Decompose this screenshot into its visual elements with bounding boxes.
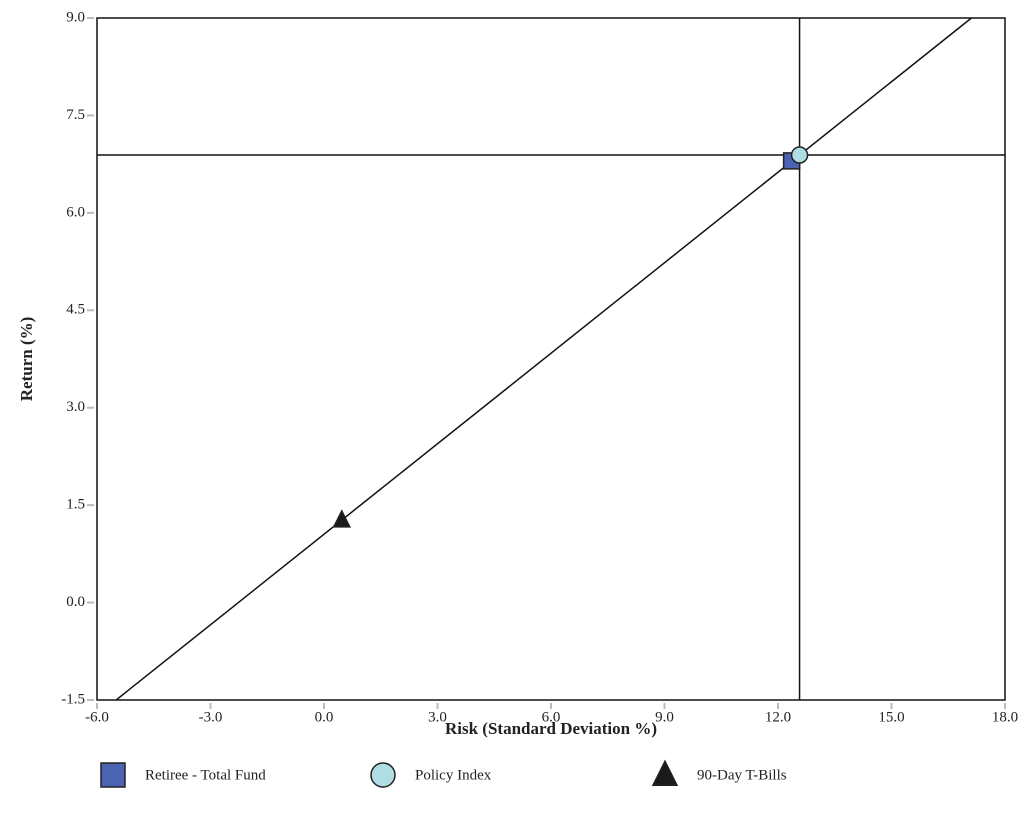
y-tick-label: -1.5 xyxy=(61,691,85,707)
x-tick-label: 15.0 xyxy=(878,709,904,725)
market-line xyxy=(115,17,972,701)
plot-frame xyxy=(96,17,1006,701)
x-tick-label: -3.0 xyxy=(199,709,223,725)
x-axis-title: Risk (Standard Deviation %) xyxy=(445,719,657,738)
legend-label: Policy Index xyxy=(415,767,492,783)
point xyxy=(790,146,809,164)
legend-marker xyxy=(100,762,126,788)
y-tick-label: 9.0 xyxy=(66,9,85,25)
y-tick-label: 3.0 xyxy=(66,399,85,415)
x-tick-label: 0.0 xyxy=(315,709,334,725)
x-tick-label: -6.0 xyxy=(85,709,109,725)
x-tick-label: 12.0 xyxy=(765,709,791,725)
y-tick-label: 6.0 xyxy=(66,204,85,220)
legend-label: Retiree - Total Fund xyxy=(145,767,266,783)
x-tick-label: 18.0 xyxy=(992,709,1018,725)
x-tick-label: 6.0 xyxy=(542,709,561,725)
y-tick-label: 1.5 xyxy=(66,497,85,513)
legend-label: 90-Day T-Bills xyxy=(697,767,787,783)
y-tick-label: 7.5 xyxy=(66,107,85,123)
x-tick-label: 3.0 xyxy=(428,709,447,725)
x-tick-label: 9.0 xyxy=(655,709,674,725)
y-tick-label: 4.5 xyxy=(66,302,85,318)
legend-marker xyxy=(370,762,396,788)
y-tick-label: 0.0 xyxy=(66,594,85,610)
y-axis-title: Return (%) xyxy=(17,317,36,402)
legend-marker xyxy=(651,759,679,786)
point xyxy=(332,509,351,528)
